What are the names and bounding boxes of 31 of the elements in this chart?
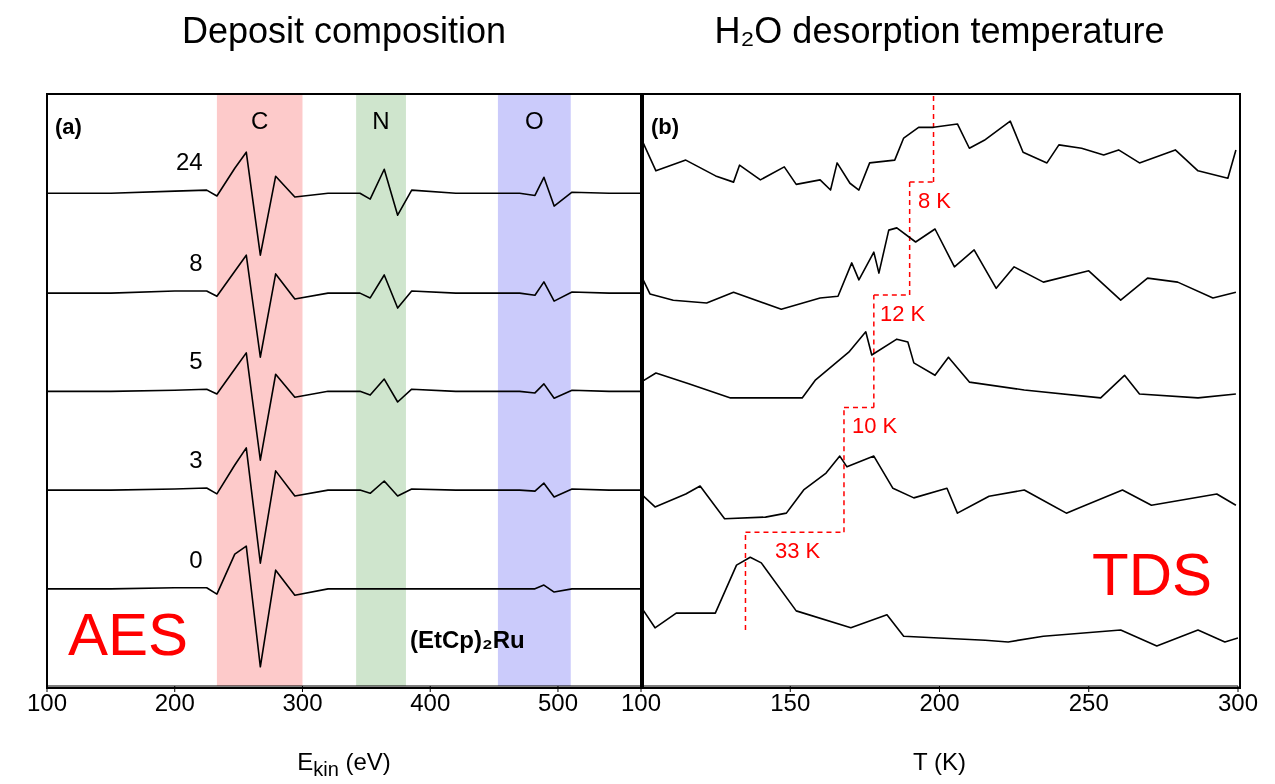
annotation: (b): [651, 114, 680, 139]
annotation: (EtCp)₂Ru: [410, 626, 525, 653]
annotation: 12 K: [880, 301, 926, 326]
band-label: N: [372, 107, 390, 135]
annotation: 10 K: [852, 413, 898, 438]
chart-title: Deposit composition: [180, 10, 508, 52]
series-label: 5: [189, 347, 203, 375]
series-label: 0: [189, 545, 203, 573]
x-tick-label: 300: [282, 689, 323, 717]
x-tick-label: 150: [770, 689, 811, 717]
series-label: 8: [189, 248, 203, 276]
band-label: C: [251, 107, 269, 135]
x-tick-label: 100: [26, 689, 68, 717]
x-tick-label: 500: [537, 689, 578, 717]
x-tick-label: 200: [919, 689, 960, 717]
annotation: 33 K: [775, 538, 821, 563]
text: (a): [55, 114, 82, 139]
x-axis-title: E$_{kin}$ (eV): [296, 748, 392, 781]
x-tick-label: 400: [410, 689, 451, 717]
series-label: 3: [189, 445, 203, 473]
annotation: 8 K: [918, 188, 952, 213]
annotation: TDS: [1092, 541, 1212, 608]
x-tick-label: 200: [154, 689, 195, 717]
x-tick-label: 300: [1217, 689, 1259, 717]
x-axis-title: T (K): [912, 748, 967, 776]
x-tick-label: 250: [1068, 689, 1109, 717]
annotation: AES: [68, 601, 189, 668]
chart-title: H₂O desorption temperature: [713, 10, 1166, 52]
series-label: 24: [175, 148, 203, 176]
band-label: O: [525, 107, 544, 135]
x-tick-label: 100: [620, 689, 662, 717]
